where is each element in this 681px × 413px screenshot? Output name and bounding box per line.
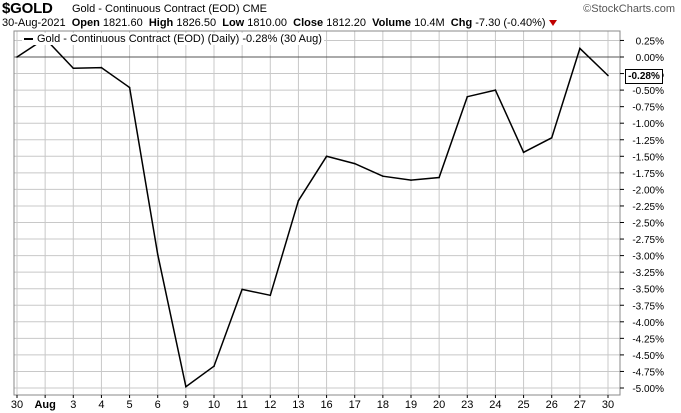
x-tick-label: 26 [546,399,558,411]
data-point [213,365,215,367]
y-tick-label: -4.00% [632,318,664,329]
y-tick-label: -3.75% [632,301,664,312]
chart-header: $GOLD Gold - Continuous Contract (EOD) C… [2,0,679,30]
y-tick-label: -0.50% [632,86,664,97]
y-tick-label: -4.75% [632,367,664,378]
data-point [410,179,412,181]
y-axis-ticks: 0.25%0.00%-0.25%-0.50%-0.75%-1.00%-1.25%… [620,36,664,395]
data-point [297,199,300,202]
y-tick-label: -2.50% [632,219,664,230]
x-tick-label: 25 [517,399,529,411]
horizontal-gridlines [14,39,620,389]
chg-label: Chg [450,17,473,29]
data-point [100,66,103,69]
quote-line: 30-Aug-2021 Open 1821.60 High 1826.50 Lo… [2,17,557,29]
open-value: 1821.60 [102,17,143,29]
x-tick-label: 20 [433,399,445,411]
chg-value: -7.30 (-0.40%) [475,17,546,29]
volume-value: 10.4M [414,17,445,29]
last-value-badge: -0.28% [625,69,663,84]
data-point [72,67,75,70]
x-tick-label: 9 [183,399,189,411]
y-tick-label: -5.00% [632,384,664,395]
legend-swatch [24,38,33,41]
instrument-title: Gold - Continuous Contract (EOD) [72,3,240,15]
x-tick-label: 30 [11,399,23,411]
x-tick-label: 16 [320,399,332,411]
y-tick-label: -1.75% [632,169,664,180]
y-tick-label: -1.00% [632,119,664,130]
vertical-gridlines [16,31,609,395]
y-tick-label: -3.50% [632,285,664,296]
x-tick-label: 11 [236,399,247,411]
ticker-symbol: $GOLD [2,0,53,17]
high-value: 1826.50 [176,17,217,29]
data-point [185,385,187,388]
x-tick-label: 27 [574,399,586,411]
data-point [156,253,159,256]
y-tick-label: -4.50% [632,351,664,362]
volume-label: Volume [372,17,412,29]
legend-label: Gold - Continuous Contract (EOD) (Daily)… [37,33,322,45]
y-tick-label: -3.00% [632,252,664,263]
x-tick-label: 10 [208,399,220,411]
plot-frame [13,30,621,396]
x-tick-label: 17 [349,399,361,411]
x-tick-label: 24 [489,399,501,411]
x-tick-label: 6 [155,399,161,411]
data-point [325,155,328,158]
data-point [128,86,131,89]
y-tick-label: -1.50% [632,152,664,163]
data-point [382,175,384,177]
x-tick-label: 5 [127,399,133,411]
data-point [522,151,525,154]
y-tick-label: -2.25% [632,202,664,213]
y-tick-label: -2.75% [632,235,664,246]
data-point [607,74,609,77]
low-value: 1810.00 [247,17,288,29]
y-tick-label: -2.00% [632,185,664,196]
x-tick-label: 12 [264,399,276,411]
exchange-label: CME [242,3,268,15]
close-label: Close [293,17,324,29]
y-tick-label: -3.25% [632,268,664,279]
legend: Gold - Continuous Contract (EOD) (Daily)… [22,33,324,45]
quote-date: 30-Aug-2021 [2,17,66,29]
low-label: Low [222,17,245,29]
series-layer [16,37,609,388]
x-tick-label: 3 [70,399,76,411]
close-value: 1812.20 [326,17,366,29]
data-point [494,89,497,91]
watermark: ©StockCharts.com [583,3,675,15]
y-tick-label: -0.75% [632,103,664,114]
data-point [241,288,243,291]
y-tick-label: 0.00% [636,53,664,64]
data-point [269,294,272,297]
data-point [438,176,440,179]
data-point [353,162,356,165]
instrument-name: Gold - Continuous Contract (EOD) CME [72,3,267,15]
high-label: High [148,17,174,29]
x-tick-label: 23 [461,399,473,411]
y-tick-label: 0.25% [636,36,664,47]
series-line [16,37,609,388]
x-tick-label: 19 [405,399,417,411]
x-axis-ticks: 30 Aug 3 4 5 6 9 10 11 12 13 16 17 18 19 20 23 24 25 26 27 30 [11,395,614,411]
x-tick-label: 30 [602,399,614,411]
data-point [16,56,18,58]
open-label: Open [71,17,100,29]
down-arrow-icon [548,20,557,27]
data-point [550,136,553,139]
y-tick-label: -4.25% [632,334,664,345]
x-tick-label: 18 [377,399,389,411]
x-tick-label: Aug [34,399,55,411]
x-tick-label: 4 [98,399,104,411]
y-tick-label: -1.25% [632,136,664,147]
x-tick-label: 13 [292,399,304,411]
data-point [466,95,469,98]
data-point [579,47,581,50]
